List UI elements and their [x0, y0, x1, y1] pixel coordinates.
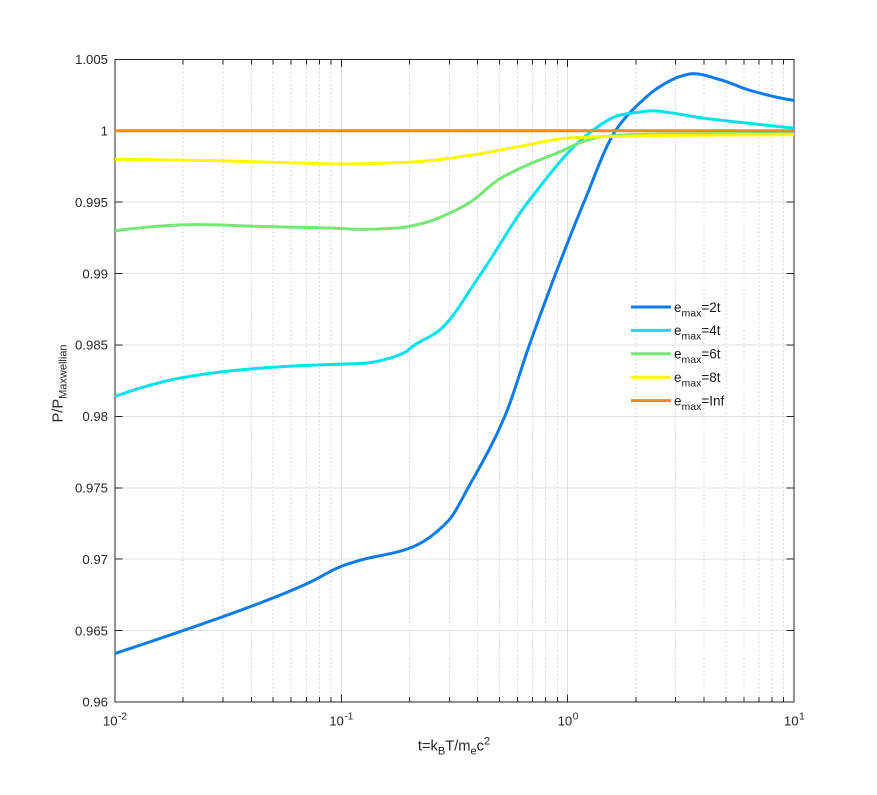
svg-text:10: 10	[784, 714, 799, 729]
svg-text:0.965: 0.965	[75, 623, 108, 638]
svg-text:0.975: 0.975	[75, 481, 108, 496]
svg-text:-1: -1	[344, 712, 353, 723]
svg-text:t=kBT/mec2: t=kBT/mec2	[418, 736, 490, 758]
svg-text:0.96: 0.96	[82, 695, 108, 710]
svg-text:emax=8t: emax=8t	[674, 370, 721, 390]
svg-text:0.99: 0.99	[82, 266, 108, 281]
svg-text:10: 10	[329, 714, 344, 729]
svg-text:10: 10	[103, 714, 118, 729]
svg-text:-2: -2	[118, 712, 127, 723]
svg-text:0: 0	[573, 712, 579, 723]
svg-text:10: 10	[558, 714, 573, 729]
svg-text:0.995: 0.995	[75, 195, 108, 210]
svg-text:0.98: 0.98	[82, 409, 108, 424]
svg-text:1: 1	[799, 712, 805, 723]
svg-text:1.005: 1.005	[75, 52, 108, 67]
svg-text:1: 1	[101, 124, 108, 139]
svg-text:0.97: 0.97	[82, 552, 108, 567]
svg-text:0.985: 0.985	[75, 338, 108, 353]
